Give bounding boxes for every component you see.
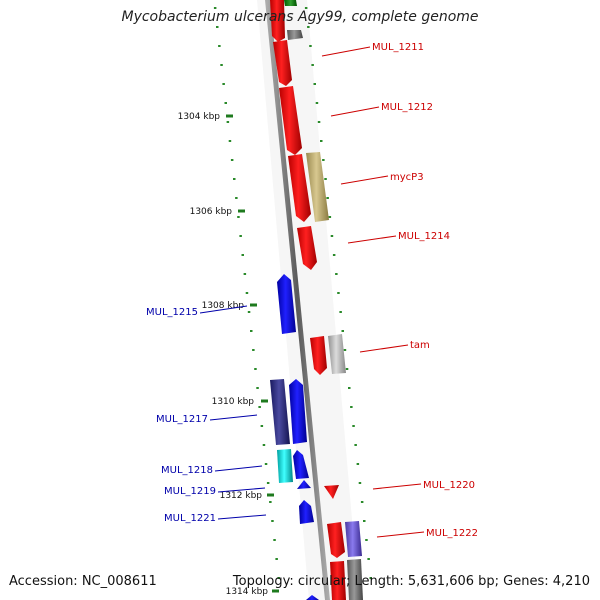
gene-arrow-mul1217-navy bbox=[270, 379, 290, 445]
scale-tick-track-right bbox=[304, 7, 372, 579]
leader-mul1218 bbox=[214, 465, 263, 472]
gene-label-mul1220[interactable]: MUL_1220 bbox=[423, 480, 475, 491]
gene-arrow-mul1214 bbox=[297, 226, 317, 270]
gene-arrow-mul1221 bbox=[299, 500, 314, 524]
gene-arrow-top-red bbox=[270, 0, 285, 42]
gene-arrow-mul1220 bbox=[324, 485, 339, 499]
gene-arrow-bottom-blue bbox=[306, 595, 319, 600]
scale-label-1306: 1306 kbp bbox=[190, 207, 233, 217]
leader-mul1214 bbox=[347, 235, 397, 244]
gene-arrow-bottom-red bbox=[330, 561, 346, 600]
gene-label-mycp3[interactable]: mycP3 bbox=[390, 172, 424, 183]
genome-summary: Topology: circular; Length: 5,631,606 bp… bbox=[232, 574, 590, 589]
scale-label-1312: 1312 kbp bbox=[220, 491, 263, 501]
scale-tick-track-left bbox=[213, 7, 280, 579]
gene-arrow-mul1219-a bbox=[293, 450, 309, 479]
gene-label-mul1217[interactable]: MUL_1217 bbox=[156, 414, 208, 425]
gene-arrow-tam bbox=[310, 336, 327, 375]
leader-mul1217 bbox=[209, 414, 258, 421]
gene-label-mul1219[interactable]: MUL_1219 bbox=[164, 486, 216, 497]
gene-label-mul1215[interactable]: MUL_1215 bbox=[146, 307, 198, 318]
gene-arrow-mul1211 bbox=[273, 40, 292, 86]
gene-label-mul1214[interactable]: MUL_1214 bbox=[398, 231, 450, 242]
leader-mycp3 bbox=[340, 175, 389, 185]
scale-label-1310: 1310 kbp bbox=[212, 397, 255, 407]
gene-arrow-mycp3 bbox=[306, 152, 329, 222]
gene-arrows bbox=[270, 0, 363, 600]
label-leader-lines bbox=[199, 46, 425, 538]
gene-arrow-mul1222-purple bbox=[345, 521, 362, 557]
accession-info: Accession: NC_008611 bbox=[9, 574, 157, 589]
scale-label-1314: 1314 kbp bbox=[226, 587, 269, 597]
gene-arrow-mycp3-red bbox=[288, 154, 311, 222]
gene-label-mul1211[interactable]: MUL_1211 bbox=[372, 42, 424, 53]
gene-arrow-mul1222 bbox=[327, 522, 345, 558]
leader-mul1219 bbox=[217, 487, 266, 493]
scale-label-1308: 1308 kbp bbox=[202, 301, 245, 311]
leader-mul1215 bbox=[199, 305, 248, 314]
leader-tam bbox=[359, 344, 409, 353]
gene-arrow-mul1218 bbox=[277, 449, 293, 483]
map-title: Mycobacterium ulcerans Agy99, complete g… bbox=[121, 9, 479, 25]
gene-arrow-top-green bbox=[284, 0, 297, 6]
scale-label-1304: 1304 kbp bbox=[178, 112, 221, 122]
leader-mul1211 bbox=[321, 46, 371, 57]
gene-label-mul1218[interactable]: MUL_1218 bbox=[161, 465, 213, 476]
gene-arrow-mul1212 bbox=[279, 86, 302, 155]
leader-mul1212 bbox=[330, 106, 380, 117]
gene-arrow-tam-gray bbox=[328, 334, 346, 374]
gene-label-mul1222[interactable]: MUL_1222 bbox=[426, 528, 478, 539]
gene-label-mul1212[interactable]: MUL_1212 bbox=[381, 102, 433, 113]
leader-mul1221 bbox=[217, 514, 267, 520]
gene-label-mul1221[interactable]: MUL_1221 bbox=[164, 513, 216, 524]
leader-mul1222 bbox=[376, 531, 425, 538]
genome-backbone bbox=[265, 0, 330, 600]
gene-label-tam[interactable]: tam bbox=[410, 340, 430, 351]
gene-arrow-bottom-gray bbox=[347, 559, 363, 600]
gene-arrow-top-gray bbox=[287, 30, 303, 40]
scale-major-ticks bbox=[226, 114, 279, 593]
leader-mul1220 bbox=[372, 483, 422, 490]
gene-arrow-mul1217 bbox=[289, 379, 307, 444]
gene-arrow-mul1215 bbox=[277, 274, 296, 334]
gene-arrow-mul1219-b bbox=[297, 480, 311, 489]
